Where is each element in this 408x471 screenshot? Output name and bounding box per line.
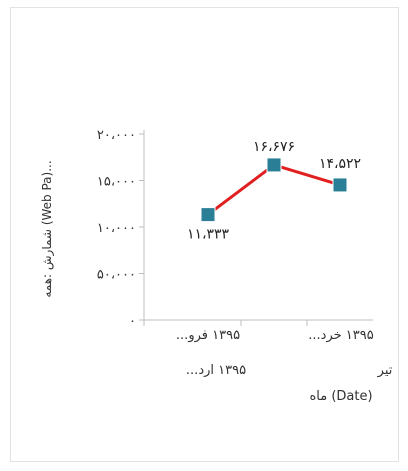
x-axis-categories: ۱۳۹۵ فرو... ۱۳۹۵ ارد... ۱۳۹۵ خرد... تیر — [143, 320, 393, 378]
y-axis-ticks: ۲۰،۰۰۰ ۱۵،۰۰۰ ۱۰،۰۰۰ ۵۰،۰۰۰ ۰ — [97, 128, 144, 329]
series-group: ۱۱،۳۳۳ ۱۶،۶۷۶ ۱۴،۵۲۲ — [187, 139, 361, 243]
y-tick-label: ۱۰،۰۰۰ — [97, 221, 136, 236]
data-label: ۱۱،۳۳۳ — [187, 227, 230, 243]
data-label: ۱۶،۶۷۶ — [253, 139, 295, 155]
axes — [143, 130, 373, 321]
x-category-label: ۱۳۹۵ ارد... — [186, 363, 246, 378]
x-category-label: ۱۳۹۵ خرد... — [308, 328, 373, 343]
chart-frame: ۲۰،۰۰۰ ۱۵،۰۰۰ ۱۰،۰۰۰ ۵۰،۰۰۰ ۰ ۱۳۹۵ فرو... ۱۳۹… — [10, 7, 399, 462]
data-point-marker[interactable] — [266, 157, 282, 173]
x-axis-title: ماه (Date) — [309, 389, 372, 404]
y-tick-label: ۰ — [129, 314, 136, 329]
data-point-marker[interactable] — [332, 177, 348, 193]
x-category-label: ۱۳۹۵ فرو... — [176, 328, 240, 343]
y-axis-label: شمارش :همه (Web Pa)... — [40, 160, 55, 297]
x-category-label-continued: تیر — [377, 363, 393, 378]
data-point-marker[interactable] — [200, 207, 216, 223]
y-tick-label: ۱۵،۰۰۰ — [97, 175, 136, 190]
y-tick-label: ۵۰،۰۰۰ — [97, 268, 136, 283]
data-label: ۱۴،۵۲۲ — [319, 156, 361, 172]
y-tick-label: ۲۰،۰۰۰ — [97, 128, 136, 143]
